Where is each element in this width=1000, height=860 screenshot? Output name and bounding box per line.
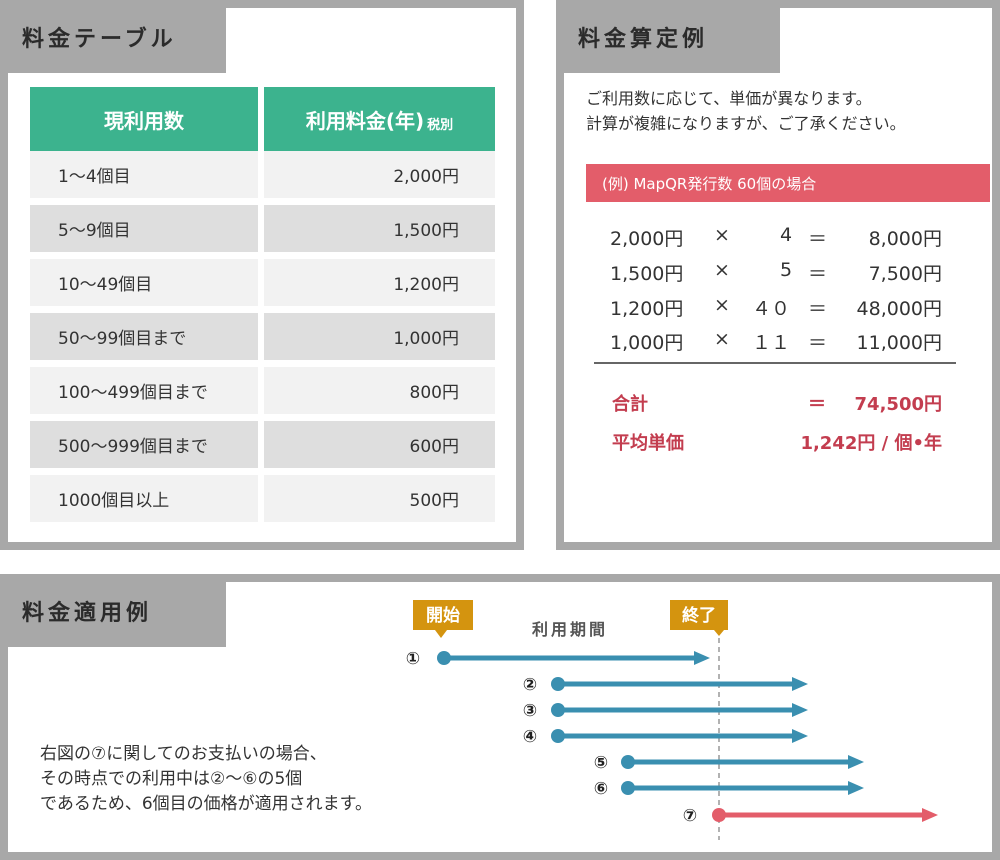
quantity-header: 現利用数 bbox=[30, 87, 258, 151]
start-label: 開始 bbox=[426, 605, 460, 625]
price-cell: 2,000円 bbox=[264, 151, 495, 198]
price-cell: 1,000円 bbox=[264, 313, 495, 360]
bar-number: ① bbox=[406, 649, 420, 669]
quantity-cell: 50～99個目まで bbox=[30, 313, 258, 360]
count: １１ bbox=[752, 332, 791, 354]
usage-bar-3: ③ bbox=[523, 701, 808, 721]
end-marker bbox=[670, 600, 728, 636]
price-cell: 600円 bbox=[264, 421, 495, 468]
application-panel: 料金適用例 右図の⑦に関してのお支払いの場合、 その時点での利用中は②～⑥の5個… bbox=[0, 574, 1000, 860]
bar-number: ⑥ bbox=[594, 779, 608, 799]
count: 4 bbox=[780, 224, 793, 246]
usage-bar-7: ⑦ bbox=[683, 806, 938, 826]
bar-number: ⑦ bbox=[683, 806, 697, 826]
equals-sign: ＝ bbox=[808, 332, 828, 354]
average-value: 1,242円 / 個•年 bbox=[800, 433, 942, 454]
amount: 11,000円 bbox=[856, 332, 942, 354]
bar-number: ③ bbox=[523, 701, 537, 721]
calc-row: 2,000円 × 4 ＝ 8,000円 bbox=[564, 224, 992, 254]
application-tab: 料金適用例 bbox=[0, 574, 226, 647]
quantity-cell: 1000個目以上 bbox=[30, 475, 258, 522]
price-table-panel: 料金テーブル 現利用数 利用料金(年) 税別 1～4個目 2,000円 5～9個… bbox=[0, 0, 524, 550]
tax-note: 税別 bbox=[427, 117, 454, 133]
count: 5 bbox=[780, 259, 793, 281]
times-sign: × bbox=[714, 224, 730, 246]
description-line: 右図の⑦に関してのお支払いの場合、 bbox=[40, 744, 327, 764]
bar-number: ⑤ bbox=[594, 753, 608, 773]
price-cell: 500円 bbox=[264, 475, 495, 522]
calc-row: 1,000円 × １１ ＝ 11,000円 bbox=[564, 328, 992, 358]
times-sign: × bbox=[714, 259, 730, 281]
price-cell: 1,200円 bbox=[264, 259, 495, 306]
bar-number: ② bbox=[523, 675, 537, 695]
times-sign: × bbox=[714, 328, 730, 350]
application-description: 右図の⑦に関してのお支払いの場合、 その時点での利用中は②～⑥の5個 であるため… bbox=[40, 742, 372, 817]
description-line: その時点での利用中は②～⑥の5個 bbox=[40, 769, 303, 789]
price-table-tab: 料金テーブル bbox=[0, 0, 226, 73]
quantity-cell: 1～4個目 bbox=[30, 151, 258, 198]
average-row: 平均単価 1,242円 / 個•年 bbox=[564, 429, 992, 459]
total-label: 合計 bbox=[612, 394, 648, 415]
total-value: 74,500円 bbox=[854, 394, 942, 415]
usage-bar-5: ⑤ bbox=[594, 753, 864, 773]
count: ４０ bbox=[752, 298, 791, 320]
quantity-header-label: 現利用数 bbox=[104, 108, 184, 133]
equals-sign: ＝ bbox=[808, 263, 828, 285]
price-header: 利用料金(年) 税別 bbox=[264, 87, 495, 151]
price-header-label: 利用料金(年) bbox=[305, 108, 425, 133]
sum-divider bbox=[594, 362, 956, 364]
unit-price: 1,000円 bbox=[610, 332, 684, 354]
calculation-panel: 料金算定例 ご利用数に応じて、単価が異なります。 計算が複雑になりますが、ご了承… bbox=[556, 0, 1000, 550]
times-sign: × bbox=[714, 294, 730, 316]
period-label: 利用期間 bbox=[532, 620, 608, 639]
calculation-tab: 料金算定例 bbox=[556, 0, 780, 73]
equals-sign: ＝ bbox=[808, 228, 828, 250]
calc-row: 1,500円 × 5 ＝ 7,500円 bbox=[564, 259, 992, 289]
unit-price: 1,500円 bbox=[610, 263, 684, 285]
usage-bar-6: ⑥ bbox=[594, 779, 864, 799]
usage-bar-4: ④ bbox=[523, 727, 808, 747]
equals-sign: ＝ bbox=[808, 298, 828, 320]
description-line: であるため、6個目の価格が適用されます。 bbox=[40, 794, 372, 814]
usage-bar-2: ② bbox=[523, 675, 808, 695]
unit-price: 2,000円 bbox=[610, 228, 684, 250]
amount: 8,000円 bbox=[868, 228, 942, 250]
quantity-cell: 100～499個目まで bbox=[30, 367, 258, 414]
price-cell: 800円 bbox=[264, 367, 495, 414]
usage-bar-1: ① bbox=[406, 649, 710, 669]
amount: 48,000円 bbox=[856, 298, 942, 320]
average-label: 平均単価 bbox=[612, 433, 684, 454]
start-marker bbox=[413, 600, 473, 638]
quantity-cell: 500～999個目まで bbox=[30, 421, 258, 468]
price-cell: 1,500円 bbox=[264, 205, 495, 252]
quantity-cell: 10～49個目 bbox=[30, 259, 258, 306]
calculation-intro: ご利用数に応じて、単価が異なります。 計算が複雑になりますが、ご了承ください。 bbox=[586, 86, 906, 136]
calc-row: 1,200円 × ４０ ＝ 48,000円 bbox=[564, 294, 992, 324]
bar-number: ④ bbox=[523, 727, 537, 747]
intro-line: ご利用数に応じて、単価が異なります。 bbox=[586, 89, 872, 108]
quantity-cell: 5～9個目 bbox=[30, 205, 258, 252]
unit-price: 1,200円 bbox=[610, 298, 684, 320]
total-equals: ＝ bbox=[808, 394, 826, 415]
end-label: 終了 bbox=[682, 605, 716, 625]
intro-line: 計算が複雑になりますが、ご了承ください。 bbox=[586, 114, 906, 133]
example-title: (例) MapQR発行数 60個の場合 bbox=[586, 164, 990, 202]
amount: 7,500円 bbox=[868, 263, 942, 285]
total-row: 合計 ＝ 74,500円 bbox=[564, 390, 992, 420]
